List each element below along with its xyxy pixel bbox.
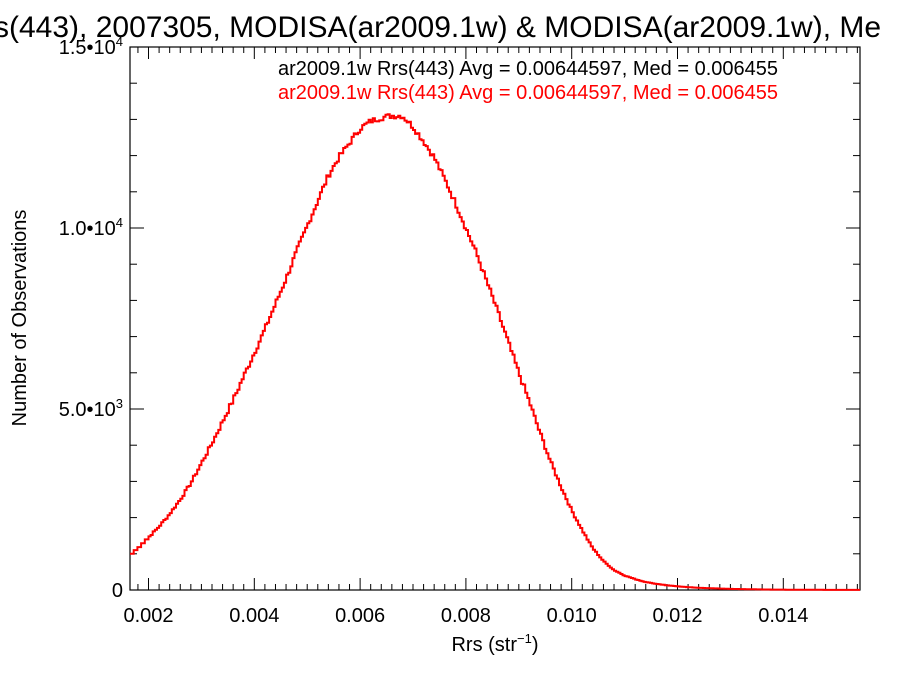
y-tick-label: 1.0•104 [59, 215, 123, 240]
chart-title: s(443), 2007305, MODISA(ar2009.1w) & MOD… [0, 11, 881, 44]
x-tick-label: 0.014 [758, 605, 808, 627]
x-tick-label: 0.004 [229, 605, 279, 627]
legend-entry-black: ar2009.1w Rrs(443) Avg = 0.00644597, Med… [278, 58, 778, 80]
x-tick-label: 0.006 [335, 605, 385, 627]
x-axis: 0.002 0.004 0.006 0.008 0.010 0.012 0.014 [123, 47, 858, 627]
y-axis: 0 5.0•103 1.0•104 1.5•104 [59, 34, 860, 602]
x-axis-label: Rrs (str−1) [451, 631, 538, 656]
x-tick-label: 0.008 [441, 605, 491, 627]
x-tick-label: 0.010 [547, 605, 597, 627]
series-line-red [130, 113, 860, 591]
y-tick-label: 0 [112, 580, 123, 602]
y-tick-label: 1.5•104 [59, 34, 123, 59]
y-axis-label: Number of Observations [9, 210, 31, 427]
x-tick-label: 0.012 [652, 605, 702, 627]
legend-entry-red: ar2009.1w Rrs(443) Avg = 0.00644597, Med… [278, 82, 778, 104]
x-tick-label: 0.002 [123, 605, 173, 627]
y-tick-label: 5.0•103 [59, 396, 123, 421]
plot-frame [129, 46, 861, 591]
